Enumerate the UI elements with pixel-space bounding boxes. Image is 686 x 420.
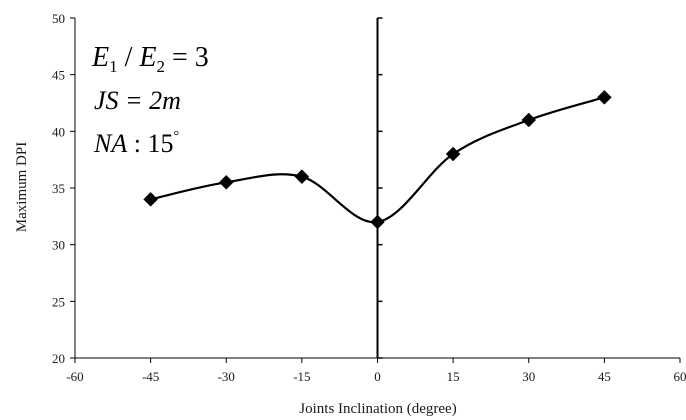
x-axis-title: Joints Inclination (degree) bbox=[299, 401, 456, 417]
data-point bbox=[597, 89, 612, 105]
x-tick-label: 0 bbox=[374, 369, 381, 384]
y-tick-label: 30 bbox=[52, 238, 65, 253]
annotation-ratio: E1 / E2 = 3 bbox=[91, 42, 209, 76]
data-point bbox=[143, 191, 158, 207]
y-tick-label: 35 bbox=[52, 181, 65, 196]
y-axis: 20 25 30 35 40 45 50 bbox=[52, 11, 383, 366]
annotation-angle: NA : 15° bbox=[93, 129, 179, 158]
x-tick-label: -15 bbox=[293, 369, 310, 384]
x-tick-label: 60 bbox=[674, 369, 686, 384]
x-tick-label: 30 bbox=[522, 369, 535, 384]
x-tick-label: -45 bbox=[142, 369, 159, 384]
data-point bbox=[370, 214, 385, 230]
data-point bbox=[445, 146, 461, 162]
y-tick-label: 45 bbox=[52, 68, 65, 83]
data-point bbox=[521, 112, 537, 128]
y-tick-label: 25 bbox=[52, 294, 65, 309]
y-axis-title: Maximum DPI bbox=[14, 142, 30, 232]
x-tick-label: 15 bbox=[447, 369, 460, 384]
x-tick-label: -30 bbox=[218, 369, 235, 384]
annotation-joint-spacing: JS = 2m bbox=[94, 86, 181, 115]
x-axis: -60 -45 -30 -15 0 15 30 45 60 bbox=[66, 18, 686, 384]
data-point bbox=[294, 169, 310, 185]
y-tick-label: 50 bbox=[52, 11, 65, 26]
x-tick-label: -60 bbox=[66, 369, 83, 384]
y-tick-label: 20 bbox=[52, 351, 65, 366]
data-point bbox=[218, 174, 234, 190]
series-group bbox=[143, 89, 612, 230]
y-tick-label: 40 bbox=[52, 124, 65, 139]
x-tick-label: 45 bbox=[598, 369, 611, 384]
